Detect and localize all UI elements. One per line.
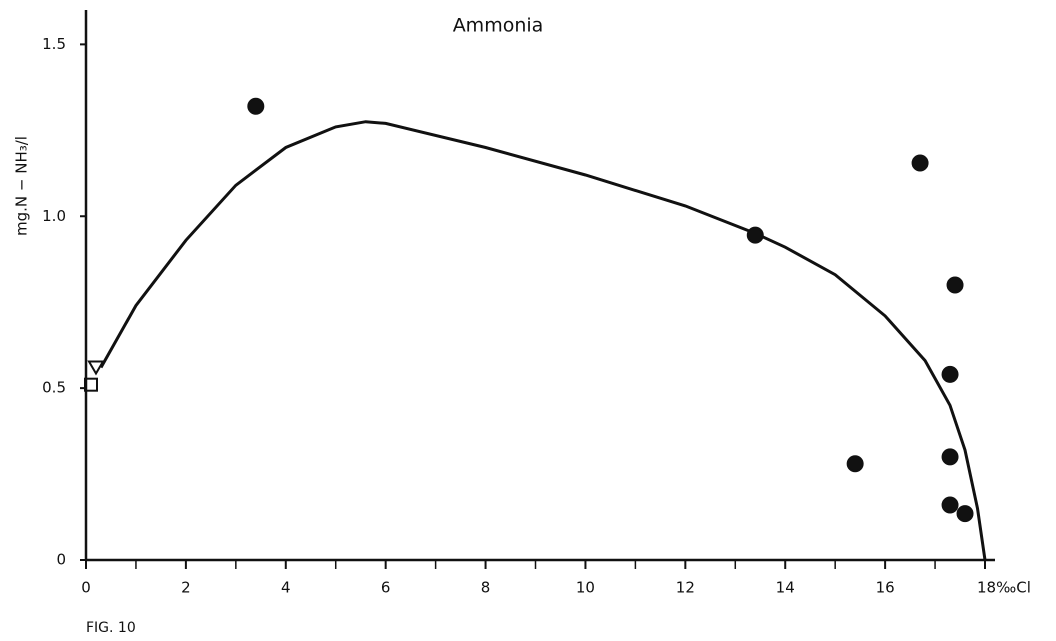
- data-point: [87, 360, 105, 376]
- data-point: [846, 455, 864, 473]
- data-point: [956, 505, 974, 523]
- x-tick-label: 18‰Cl: [977, 579, 1031, 597]
- x-tick-label: 4: [281, 579, 291, 597]
- x-tick-label: 2: [181, 579, 191, 597]
- x-tick-label: 14: [776, 579, 795, 597]
- figure-caption: FIG. 10: [86, 620, 136, 636]
- x-tick-label: 10: [576, 579, 595, 597]
- y-tick-label: 0.5: [42, 379, 66, 397]
- x-tick-label: 16: [876, 579, 895, 597]
- data-point: [247, 97, 265, 115]
- data-point: [941, 365, 959, 383]
- data-point: [83, 377, 98, 392]
- data-point: [941, 496, 959, 514]
- y-axis-label: mg.N − NH₃/l: [13, 136, 31, 236]
- data-point: [746, 226, 764, 244]
- y-tick-label: 1.0: [42, 207, 66, 225]
- fitted-curve: [99, 120, 987, 561]
- x-tick-label: 0: [81, 579, 91, 597]
- x-tick-label: 6: [381, 579, 391, 597]
- x-tick-label: 8: [481, 579, 491, 597]
- y-tick-label: 0: [56, 551, 66, 569]
- chart-title: Ammonia: [453, 15, 544, 37]
- data-point: [946, 276, 964, 294]
- y-tick-label: 1.5: [42, 35, 66, 53]
- data-point: [941, 448, 959, 466]
- data-point: [911, 154, 929, 172]
- x-tick-label: 12: [676, 579, 695, 597]
